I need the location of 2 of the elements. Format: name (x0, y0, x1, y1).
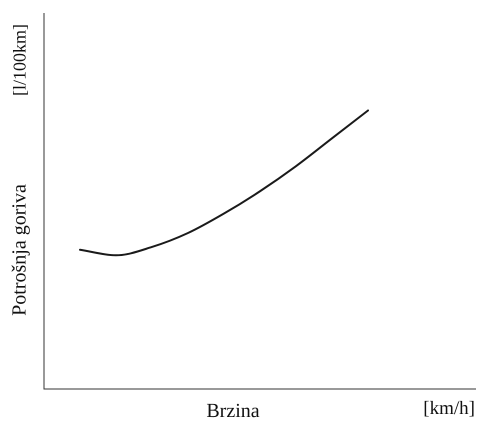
text: Potrošnja goriva [l/100km] (8, 24, 30, 316)
text: Brzina [km/h] (206, 398, 475, 422)
